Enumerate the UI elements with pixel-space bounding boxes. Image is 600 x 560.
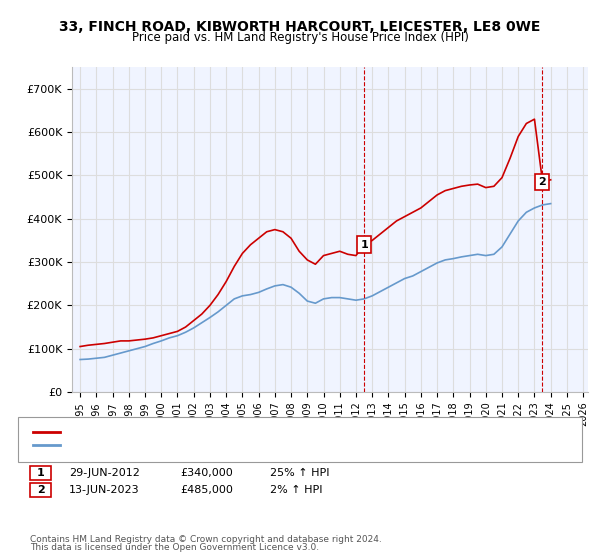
Text: Price paid vs. HM Land Registry's House Price Index (HPI): Price paid vs. HM Land Registry's House … (131, 31, 469, 44)
Text: Contains HM Land Registry data © Crown copyright and database right 2024.: Contains HM Land Registry data © Crown c… (30, 535, 382, 544)
Text: £340,000: £340,000 (180, 468, 233, 478)
Text: 2: 2 (538, 177, 545, 187)
Text: 1: 1 (37, 468, 44, 478)
Text: £485,000: £485,000 (180, 485, 233, 495)
Text: 25% ↑ HPI: 25% ↑ HPI (270, 468, 329, 478)
Text: 29-JUN-2012: 29-JUN-2012 (69, 468, 140, 478)
Text: 2% ↑ HPI: 2% ↑ HPI (270, 485, 323, 495)
Text: 13-JUN-2023: 13-JUN-2023 (69, 485, 140, 495)
Text: HPI: Average price, detached house, Harborough: HPI: Average price, detached house, Harb… (63, 440, 318, 450)
Text: 33, FINCH ROAD, KIBWORTH HARCOURT, LEICESTER, LE8 0WE (detached house): 33, FINCH ROAD, KIBWORTH HARCOURT, LEICE… (63, 427, 480, 437)
Text: 1: 1 (360, 240, 368, 250)
Text: 33, FINCH ROAD, KIBWORTH HARCOURT, LEICESTER, LE8 0WE: 33, FINCH ROAD, KIBWORTH HARCOURT, LEICE… (59, 20, 541, 34)
Text: 2: 2 (37, 485, 44, 495)
Text: This data is licensed under the Open Government Licence v3.0.: This data is licensed under the Open Gov… (30, 543, 319, 552)
